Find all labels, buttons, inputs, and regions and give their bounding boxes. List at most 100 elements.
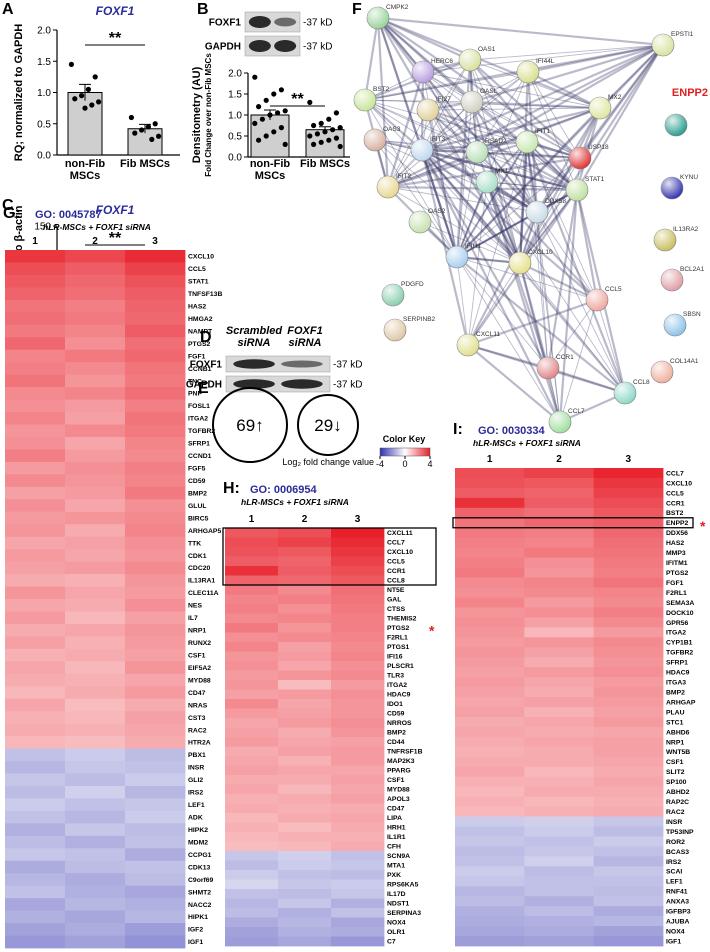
gene-label: SCN9A <box>387 853 410 860</box>
edge <box>387 186 521 264</box>
heatmap-cell <box>593 806 664 817</box>
edge <box>421 149 598 301</box>
heatmap-cell <box>125 661 186 675</box>
heatmap-cell <box>5 250 66 263</box>
heatmap-cell <box>593 736 664 748</box>
heatmap-cell <box>65 736 126 749</box>
heatmap-cell <box>278 632 332 643</box>
heatmap-cell <box>125 299 186 313</box>
heatmap-cell <box>125 873 186 887</box>
gene-label: ANXA3 <box>666 899 689 906</box>
heatmap-cell <box>65 873 126 887</box>
heatmap-cell <box>125 898 186 912</box>
heatmap-cell <box>593 667 664 678</box>
node-label: OAS1 <box>478 46 496 53</box>
heatmap-cell <box>524 677 595 688</box>
heatmap-cell <box>225 604 279 614</box>
heatmap-cell <box>524 896 595 907</box>
gene-label: FOSL1 <box>188 403 210 410</box>
heatmap-cell <box>455 906 525 917</box>
heatmap-cell <box>524 936 595 947</box>
edge <box>456 181 488 258</box>
heatmap-cell <box>5 711 66 725</box>
gene-label: FGF5 <box>188 466 206 473</box>
edge <box>421 59 471 151</box>
lane-label: FOXF1 <box>287 325 322 337</box>
heatmap-cell <box>524 607 595 618</box>
edge <box>422 71 578 191</box>
edge <box>576 44 664 191</box>
node-shine <box>537 357 559 379</box>
edge <box>387 44 664 188</box>
edge <box>469 59 538 213</box>
node-label: IFI44L <box>536 58 555 65</box>
size-marker: -37 kD <box>333 360 362 371</box>
heatmap-cell <box>593 886 664 897</box>
heatmap-cell <box>65 785 126 799</box>
edge <box>469 59 601 109</box>
heatmap-cell <box>5 835 66 849</box>
node-label: PDGFD <box>401 281 424 288</box>
go-term: GO: 0045787 <box>35 209 102 221</box>
node-label: HERC6 <box>431 58 453 65</box>
heatmap-cell <box>5 299 66 313</box>
edge <box>421 43 664 152</box>
heatmap-cell <box>225 537 279 548</box>
heatmap-cell <box>5 599 66 612</box>
heatmap-cell <box>278 794 332 804</box>
heatmap-cell <box>455 587 525 598</box>
node-label: STAT1 <box>585 176 605 183</box>
heatmap-cell <box>593 677 664 688</box>
gene-label: OLR1 <box>387 929 405 936</box>
heatmap-cell <box>593 468 664 479</box>
edge <box>456 151 478 258</box>
heatmap-cell <box>524 657 595 668</box>
heatmap-cell <box>278 775 332 785</box>
heatmap-cell <box>125 773 186 787</box>
heatmap-cell <box>65 486 126 500</box>
heatmap-cell <box>225 528 279 538</box>
size-marker: -37 kD <box>303 18 332 29</box>
node-label: BST2 <box>373 86 390 93</box>
heatmap-cell <box>125 274 186 288</box>
heatmap-cell <box>225 746 279 757</box>
edge <box>467 298 598 347</box>
heatmap-cell <box>524 477 595 489</box>
heatmap-cell <box>65 399 126 413</box>
color-key-bar <box>379 447 431 457</box>
edge <box>526 141 578 191</box>
highlight-label: ENPP2 <box>672 87 708 99</box>
y-tick-label: 0.5 <box>37 119 51 130</box>
heatmap-cell <box>455 926 525 937</box>
heatmap-cell <box>524 547 595 559</box>
gene-label: APOL3 <box>387 796 410 803</box>
heatmap-cell <box>65 449 126 463</box>
heatmap-cell <box>524 527 595 539</box>
heatmap-cell <box>278 604 332 614</box>
edge <box>527 71 581 159</box>
gene-label: CCL8 <box>387 578 405 585</box>
heatmap-cell <box>225 870 279 880</box>
gene-label: IRS2 <box>666 859 681 866</box>
heatmap-cell <box>524 597 595 608</box>
heatmap-cell <box>65 923 126 936</box>
edge <box>421 149 488 183</box>
edge <box>387 140 528 189</box>
heatmap-cell <box>125 711 186 725</box>
gene-label: EIF5A2 <box>188 665 211 672</box>
heatmap-cell <box>5 686 66 700</box>
gene-label: IDO1 <box>387 701 403 708</box>
data-point <box>314 131 320 137</box>
panel-label: A <box>2 1 14 18</box>
y-axis-label: RQ; normalized to GAPDH <box>13 24 25 162</box>
heatmap-cell <box>331 718 385 728</box>
heatmap-cell <box>331 613 385 624</box>
heatmap-cell <box>5 798 66 812</box>
panel-label: C <box>2 197 14 214</box>
heatmap-cell <box>65 549 126 563</box>
heatmap-cell <box>65 586 126 600</box>
heatmap-cell <box>65 723 126 737</box>
heatmap-cell <box>65 599 126 612</box>
heatmap-cell <box>125 312 186 326</box>
heatmap-cell <box>65 761 126 774</box>
